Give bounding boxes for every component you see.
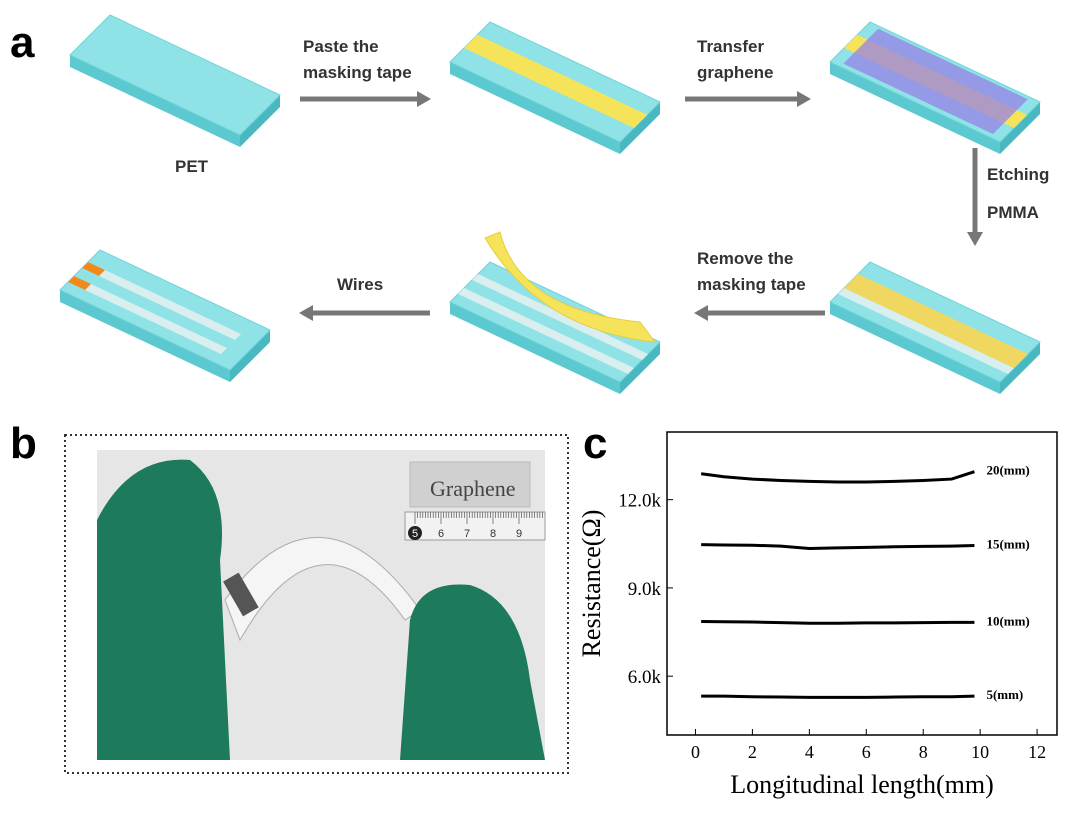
slab-side bbox=[60, 290, 230, 382]
series-label: 15(mm) bbox=[986, 537, 1029, 552]
glove bbox=[400, 584, 545, 760]
series-label: 5(mm) bbox=[986, 687, 1023, 702]
arrow-head bbox=[694, 305, 708, 321]
graphene-strip bbox=[68, 276, 227, 354]
wire-pad bbox=[68, 276, 91, 290]
slab-side bbox=[240, 95, 280, 147]
slab-side bbox=[620, 342, 660, 394]
ruler-label: 5 bbox=[412, 528, 418, 540]
panel-label: a bbox=[10, 18, 35, 67]
x-tick-label: 12 bbox=[1028, 742, 1046, 762]
slab-side bbox=[1000, 102, 1040, 154]
graphene-strip bbox=[458, 288, 634, 374]
slab-top bbox=[69, 14, 281, 136]
sample-label: Graphene bbox=[430, 476, 516, 501]
arrow-head bbox=[417, 91, 431, 107]
arrow-head bbox=[797, 91, 811, 107]
data-line bbox=[701, 543, 975, 550]
series-label: 10(mm) bbox=[986, 613, 1029, 628]
step-label: Remove the bbox=[697, 249, 793, 268]
y-tick-label: 12.0k bbox=[618, 491, 661, 512]
masking-tape bbox=[844, 274, 1028, 368]
slab-side bbox=[450, 302, 620, 394]
y-tick-label: 6.0k bbox=[628, 667, 662, 688]
x-tick-label: 0 bbox=[691, 742, 700, 762]
slab-side bbox=[230, 330, 270, 382]
slab-side bbox=[830, 302, 1000, 394]
ruler-marker bbox=[408, 526, 422, 540]
step-label: masking tape bbox=[303, 63, 412, 82]
series-label: 20(mm) bbox=[986, 463, 1029, 478]
plot-frame bbox=[666, 431, 1058, 736]
arrow-head bbox=[299, 305, 313, 321]
masking-tape bbox=[464, 34, 648, 128]
data-line bbox=[701, 694, 975, 699]
slab-side bbox=[450, 62, 620, 154]
graphene-strip bbox=[82, 262, 241, 340]
step-label: PMMA bbox=[987, 203, 1039, 222]
ruler-label: 6 bbox=[438, 528, 444, 540]
y-tick-label: 9.0k bbox=[628, 579, 662, 600]
graphene-pmma bbox=[843, 28, 1028, 134]
step-label: Paste the bbox=[303, 37, 379, 56]
step-label: Wires bbox=[337, 275, 383, 294]
panel-label: b bbox=[10, 419, 37, 468]
data-line bbox=[700, 470, 975, 484]
graphene-strip bbox=[838, 288, 1014, 374]
step-label: Transfer bbox=[697, 37, 764, 56]
ruler-label: 7 bbox=[464, 528, 470, 540]
slab-side bbox=[1000, 342, 1040, 394]
x-tick-label: 2 bbox=[748, 742, 757, 762]
glove bbox=[97, 459, 230, 760]
peeled-tape bbox=[484, 231, 657, 343]
substrate-label: PET bbox=[175, 157, 209, 176]
x-tick-label: 10 bbox=[971, 742, 989, 762]
x-axis-label: Longitudinal length(mm) bbox=[730, 770, 994, 799]
step-label: masking tape bbox=[697, 275, 806, 294]
y-axis-label: Resistance(Ω) bbox=[577, 510, 606, 658]
ruler-label: 9 bbox=[516, 528, 522, 540]
electrode bbox=[223, 572, 259, 617]
arrow-head bbox=[967, 232, 983, 246]
slab-side bbox=[830, 62, 1000, 154]
graphene-strip bbox=[472, 274, 648, 360]
step-label: graphene bbox=[697, 63, 774, 82]
step-label: Etching bbox=[987, 165, 1049, 184]
x-tick-label: 8 bbox=[919, 742, 928, 762]
x-tick-label: 4 bbox=[805, 742, 814, 762]
bent-strip bbox=[224, 536, 421, 642]
wire-pad bbox=[82, 262, 105, 276]
panel-label: c bbox=[583, 419, 607, 468]
photo-frame bbox=[64, 434, 569, 774]
slab-side bbox=[620, 102, 660, 154]
x-tick-label: 6 bbox=[862, 742, 871, 762]
ruler-label: 8 bbox=[490, 528, 496, 540]
slab-side bbox=[70, 55, 240, 147]
data-line bbox=[701, 619, 975, 625]
sample-label-bg bbox=[409, 461, 531, 508]
